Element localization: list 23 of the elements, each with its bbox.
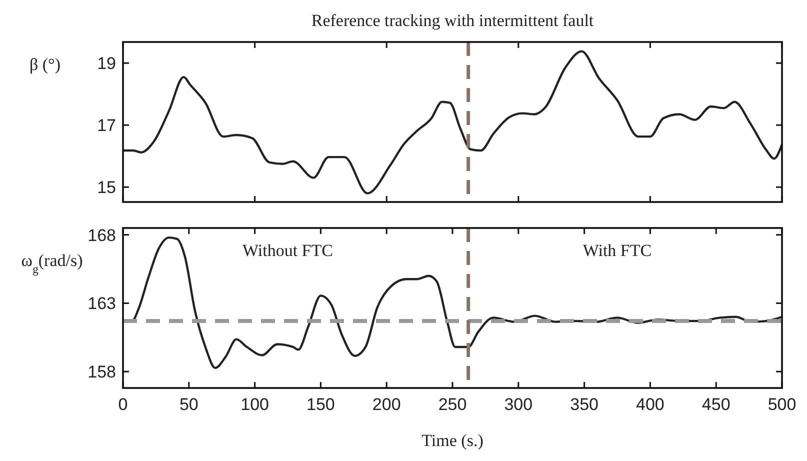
x-tick-label: 100 (240, 395, 269, 414)
y-tick-label: 15 (97, 178, 116, 198)
x-tick-label: 400 (636, 395, 664, 414)
x-tick-label: 200 (372, 395, 401, 414)
y-tick-label: 158 (88, 362, 116, 382)
annotation: With FTC (582, 241, 652, 260)
y-tick-label: 168 (88, 226, 116, 245)
x-tick-label: 0 (118, 395, 128, 414)
x-tick-label: 450 (702, 395, 730, 414)
y-axis-title: β (°) (29, 55, 61, 74)
y-tick-label: 17 (97, 116, 116, 136)
y-axis-title: ω$_{g}$(rad/s) (21, 251, 83, 276)
x-axis-title: Time (s.) (422, 431, 484, 450)
x-tick-label: 250 (438, 395, 467, 414)
x-tick-label: 500 (768, 395, 796, 414)
annotation: Without FTC (242, 241, 333, 260)
y-tick-label: 163 (88, 294, 116, 314)
y-tick-label: 19 (97, 54, 116, 74)
x-tick-label: 300 (504, 395, 533, 414)
x-tick-label: 350 (570, 395, 598, 414)
x-tick-label: 50 (179, 395, 198, 414)
chart-title: Reference tracking with intermittent fault (311, 11, 594, 30)
x-tick-label: 150 (306, 395, 335, 414)
